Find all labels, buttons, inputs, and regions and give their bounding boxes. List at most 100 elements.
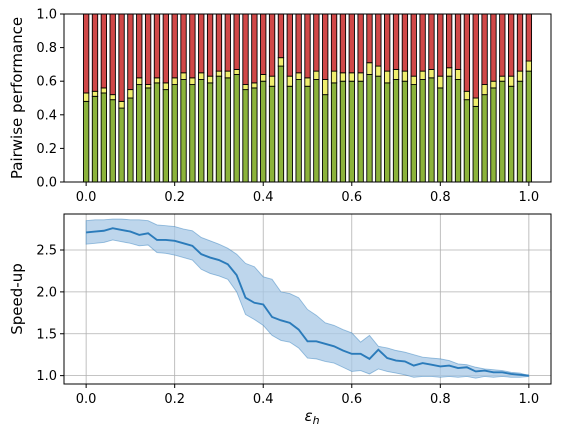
bar-segment-red bbox=[401, 13, 409, 72]
y-axis-bottom: 1.0 1.5 2.0 2.5 bbox=[36, 244, 64, 384]
y-tick-label: 2.0 bbox=[36, 285, 57, 300]
plot-frame-bottom bbox=[63, 213, 552, 385]
bar-segment-yellow bbox=[348, 72, 355, 82]
x-axis-top: 0.0 0.2 0.4 0.6 0.8 1.0 bbox=[76, 182, 539, 205]
bar-segment-red bbox=[313, 13, 320, 72]
bar-segment-yellow bbox=[162, 82, 169, 91]
bar-segment-green bbox=[339, 80, 347, 183]
bar-segment-yellow bbox=[437, 75, 444, 89]
x-axis-title-main: ε bbox=[304, 407, 312, 425]
bar-segment-green bbox=[313, 79, 320, 183]
x-tick-label: 1.0 bbox=[519, 392, 540, 407]
bar-segment-yellow bbox=[233, 68, 240, 75]
bar-segment-red bbox=[463, 13, 471, 92]
bar-segment-red bbox=[91, 13, 99, 92]
bar-segment-yellow bbox=[481, 84, 488, 96]
bar-segment-green bbox=[508, 85, 515, 183]
bar-segment-green bbox=[419, 79, 426, 183]
y-tick-label: 0.8 bbox=[36, 41, 57, 56]
bar-segment-yellow bbox=[384, 70, 391, 84]
x-tick-label: 0.6 bbox=[341, 392, 362, 407]
bar-segment-red bbox=[215, 13, 223, 72]
y-tick-label: 0.6 bbox=[36, 75, 57, 90]
speed-up-mean-line bbox=[86, 227, 529, 377]
speed-up-confidence-band bbox=[85, 218, 530, 379]
bar-segment-yellow bbox=[91, 90, 99, 97]
bar-segment-yellow bbox=[339, 72, 347, 82]
bar-segment-red bbox=[162, 13, 169, 84]
x-tick-label: 0.6 bbox=[341, 190, 362, 205]
y-axis-title-top: Pairwise performance bbox=[8, 17, 26, 179]
bar-segment-red bbox=[419, 13, 426, 72]
bar-segment-green bbox=[109, 99, 116, 183]
bar-segment-red bbox=[454, 13, 462, 70]
bar-segment-red bbox=[366, 13, 373, 64]
x-axis-bottom: 0.0 0.2 0.4 0.6 0.8 1.0 bbox=[76, 384, 539, 407]
bar-segment-yellow bbox=[268, 75, 276, 87]
bar-segment-red bbox=[136, 13, 143, 79]
bar-segment-green bbox=[481, 94, 488, 183]
bar-segment-green bbox=[100, 92, 108, 183]
bar-segment-green bbox=[251, 87, 258, 183]
bar-segment-green bbox=[215, 75, 223, 183]
plot-frame-top bbox=[63, 13, 552, 183]
bar-segment-yellow bbox=[206, 75, 214, 84]
bar-segment-green bbox=[490, 87, 497, 183]
bar-segment-red bbox=[189, 13, 196, 79]
bar-segment-yellow bbox=[82, 92, 90, 102]
bar-segment-yellow bbox=[242, 84, 249, 91]
bar-segment-green bbox=[91, 95, 99, 183]
bar-segment-red bbox=[339, 13, 347, 74]
x-tick-label: 0.2 bbox=[164, 190, 185, 205]
bar-segment-red bbox=[109, 13, 116, 96]
bar-segment-green bbox=[295, 79, 302, 183]
bar-segment-yellow bbox=[472, 97, 479, 107]
bar-segment-green bbox=[357, 80, 364, 183]
x-tick-label: 0.8 bbox=[430, 392, 451, 407]
bar-segment-green bbox=[224, 77, 231, 183]
bar-segment-red bbox=[410, 13, 417, 77]
bar-segment-green bbox=[189, 84, 196, 183]
bar-segment-yellow bbox=[295, 72, 302, 80]
bar-segment-red bbox=[118, 13, 125, 102]
bar-segment-yellow bbox=[189, 77, 196, 86]
bar-segment-yellow bbox=[357, 72, 364, 82]
bar-segment-red bbox=[277, 13, 285, 59]
y-axis-top: 0.0 0.2 0.4 0.6 0.8 1.0 bbox=[36, 8, 64, 191]
bar-segment-red bbox=[153, 13, 161, 79]
x-axis-title-subscript: h bbox=[313, 414, 320, 426]
bar-segment-red bbox=[348, 13, 355, 74]
speed-up-chart: 0.0 0.2 0.4 0.6 0.8 1.0 1.0 1.5 2.0 2.5 Speed-up… bbox=[8, 213, 552, 426]
bar-segment-red bbox=[198, 13, 205, 74]
bar-group bbox=[82, 13, 533, 183]
bar-segment-yellow bbox=[313, 70, 320, 80]
bar-segment-yellow bbox=[127, 89, 134, 99]
bar-segment-green bbox=[171, 84, 178, 183]
bar-segment-green bbox=[82, 100, 90, 183]
bar-segment-red bbox=[384, 13, 391, 72]
bar-segment-green bbox=[118, 107, 125, 183]
bar-segment-yellow bbox=[392, 68, 400, 80]
bar-segment-green bbox=[322, 94, 329, 183]
x-tick-label: 0.4 bbox=[253, 392, 274, 407]
bar-segment-green bbox=[463, 99, 471, 183]
bar-segment-red bbox=[171, 13, 178, 79]
bar-segment-green bbox=[260, 80, 267, 183]
bar-segment-green bbox=[304, 85, 311, 183]
bar-segment-yellow bbox=[144, 84, 152, 89]
bar-segment-yellow bbox=[508, 75, 515, 87]
bar-segment-yellow bbox=[171, 77, 178, 86]
bar-segment-green bbox=[392, 79, 400, 183]
bar-segment-green bbox=[127, 97, 134, 183]
bar-segment-red bbox=[260, 13, 267, 75]
bar-segment-red bbox=[82, 13, 90, 94]
bar-segment-green bbox=[428, 77, 435, 183]
bar-segment-yellow bbox=[100, 87, 108, 94]
bar-segment-yellow bbox=[198, 72, 205, 80]
bar-segment-red bbox=[481, 13, 488, 86]
pairwise-performance-chart: 0.0 0.2 0.4 0.6 0.8 1.0 0.0 0.2 0.4 0.6 0.8 1.0 Pa… bbox=[8, 8, 552, 205]
bar-segment-yellow bbox=[428, 68, 435, 79]
bar-segment-red bbox=[446, 13, 453, 69]
bar-segment-red bbox=[499, 13, 506, 77]
